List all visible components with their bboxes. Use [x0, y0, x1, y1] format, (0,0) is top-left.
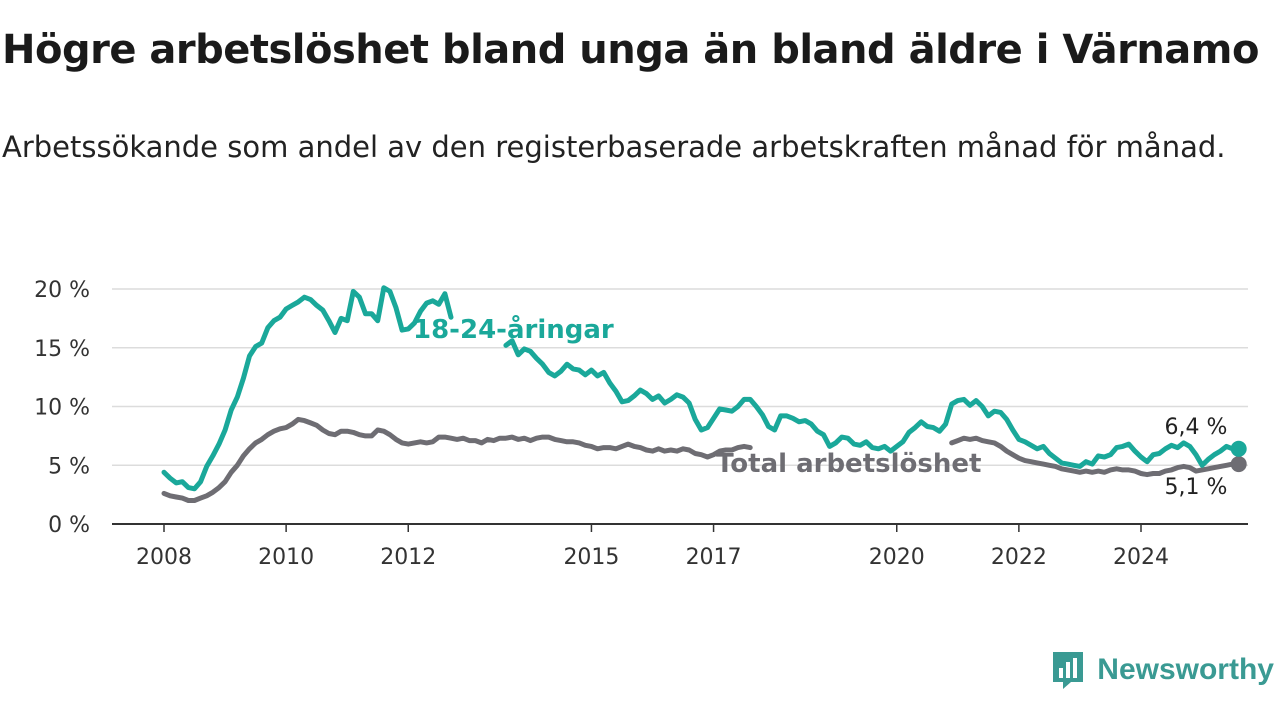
brand-name: Newsworthy	[1097, 653, 1274, 686]
newsworthy-logo-icon	[1053, 652, 1084, 689]
series-line-youth	[503, 338, 1242, 469]
y-tick-label: 20 %	[34, 278, 90, 303]
series-end-marker	[1230, 440, 1247, 457]
y-tick-label: 5 %	[48, 454, 90, 479]
y-tick-label: 15 %	[34, 337, 90, 362]
x-tick-label: 2008	[136, 545, 192, 570]
x-tick-label: 2024	[1113, 545, 1169, 570]
series-lines	[161, 285, 1247, 503]
end-value-youth: 6,4 %	[1165, 415, 1228, 440]
series-end-marker	[1230, 456, 1247, 473]
brand-logo: Newsworthy	[1051, 650, 1274, 690]
series-line-total	[949, 435, 1242, 478]
series-line-youth	[161, 285, 454, 492]
y-axis: 0 % 5 % 10 % 15 % 20 %	[34, 278, 90, 538]
end-value-total: 5,1 %	[1165, 475, 1228, 500]
series-line-total	[161, 416, 753, 503]
chart-title: Högre arbetslöshet bland unga än bland ä…	[2, 27, 1259, 73]
x-tick-label: 2020	[869, 545, 925, 570]
line-chart: 0 %5 %10 %15 %20 % 2008 2010 2012 2015 2017 2…	[34, 278, 1248, 570]
x-tick-label: 2012	[380, 545, 436, 570]
x-tick-label: 2015	[563, 545, 619, 570]
series-label-total: Total arbetslöshet	[716, 449, 981, 479]
x-tick-label: 2017	[686, 545, 742, 570]
chart-subtitle: Arbetssökande som andel av den registerb…	[2, 130, 1226, 164]
y-tick-label: 10 %	[34, 396, 90, 421]
series-label-youth: 18-24-åringar	[413, 313, 614, 345]
x-axis: 2008 2010 2012 2015 2017 2020 2022 2024	[112, 523, 1248, 570]
x-tick-label: 2010	[258, 545, 314, 570]
x-tick-label: 2022	[991, 545, 1047, 570]
series-labels: 18-24-åringar Total arbetslöshet 6,4 % 5,1 …	[413, 313, 1227, 500]
y-tick-label: 0 %	[48, 513, 90, 538]
